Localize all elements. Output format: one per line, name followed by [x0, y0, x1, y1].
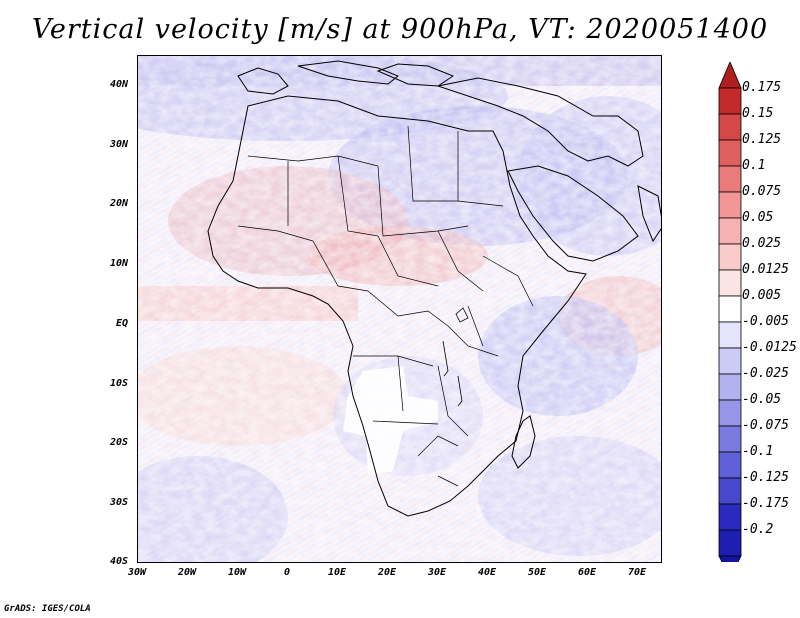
velocity-map	[137, 55, 662, 563]
colorbar-swatch	[718, 243, 742, 271]
neutral-zone	[343, 366, 438, 476]
lat-tick-20n: 20N	[110, 198, 129, 209]
lat-tick-20s: 20S	[110, 437, 129, 448]
colorbar-swatch	[718, 451, 742, 479]
colorbar-label: -0.175	[742, 496, 789, 511]
colorbar-swatch	[718, 425, 742, 453]
map-title: Vertical velocity [m/s] at 900hPa, VT: 2…	[31, 14, 769, 45]
colorbar-label: -0.005	[742, 314, 789, 329]
colorbar-arrow-top	[718, 62, 742, 89]
colorbar-swatch	[718, 113, 742, 141]
colorbar-label: 0.05	[742, 210, 774, 225]
colorbar-swatch	[718, 139, 742, 167]
lon-tick-30w: 30W	[127, 567, 147, 578]
lat-tick-40n: 40N	[110, 79, 129, 90]
colorbar-label: 0.075	[742, 184, 782, 199]
lon-tick-50e: 50E	[527, 567, 547, 578]
colorbar-label: 0.15	[742, 106, 774, 121]
colorbar-swatch	[718, 503, 742, 531]
colorbar-swatch	[718, 347, 742, 375]
colorbar-label: -0.025	[742, 366, 789, 381]
colorbar-swatch	[718, 529, 742, 557]
lon-tick-40e: 40E	[477, 567, 497, 578]
colorbar-label: -0.2	[742, 522, 774, 537]
lon-tick-10w: 10W	[227, 567, 247, 578]
colorbar-swatch	[718, 269, 742, 297]
colorbar-swatch	[718, 191, 742, 219]
colorbar-label: 0.125	[742, 132, 782, 147]
colorbar-swatch	[718, 217, 742, 245]
colorbar-label: -0.075	[742, 418, 789, 433]
colorbar-swatch	[718, 165, 742, 193]
colorbar-svg	[718, 62, 742, 562]
colorbar-label: 0.005	[742, 288, 782, 303]
colorbar-label: 0.1	[742, 158, 766, 173]
country-borders	[237, 125, 534, 487]
colorbar-swatch	[718, 399, 742, 427]
colorbar-label: -0.0125	[742, 340, 797, 355]
field-noise	[138, 56, 661, 562]
colorbar-swatch	[718, 295, 742, 323]
lat-tick-10n: 10N	[110, 258, 129, 269]
grads-credit: GrADS: IGES/COLA	[4, 604, 91, 614]
colorbar-label: -0.1	[742, 444, 774, 459]
map-svg	[138, 56, 661, 562]
lakes	[442, 307, 469, 407]
lat-tick-30s: 30S	[110, 497, 129, 508]
lon-tick-70e: 70E	[627, 567, 647, 578]
lon-tick-10e: 10E	[327, 567, 347, 578]
lon-tick-20w: 20W	[177, 567, 197, 578]
colorbar-swatch	[718, 87, 742, 115]
coastlines	[207, 60, 661, 517]
colorbar-swatch	[718, 477, 742, 505]
lat-tick-eq: EQ	[116, 318, 129, 329]
lat-tick-30n: 30N	[110, 139, 129, 150]
colorbar-label: 0.025	[742, 236, 782, 251]
lat-tick-10s: 10S	[110, 378, 129, 389]
colorbar-label: -0.05	[742, 392, 782, 407]
lon-tick-0: 0	[283, 567, 291, 578]
colorbar-swatch	[718, 321, 742, 349]
colorbar-label: -0.125	[742, 470, 789, 485]
lat-tick-40s: 40S	[110, 556, 129, 567]
lon-tick-20e: 20E	[377, 567, 397, 578]
colorbar-arrow-bottom	[718, 555, 742, 562]
lon-tick-60e: 60E	[577, 567, 597, 578]
colorbar-label: 0.0125	[742, 262, 789, 277]
colorbar-swatch	[718, 373, 742, 401]
lon-tick-30e: 30E	[427, 567, 447, 578]
colorbar-label: 0.175	[742, 80, 782, 95]
